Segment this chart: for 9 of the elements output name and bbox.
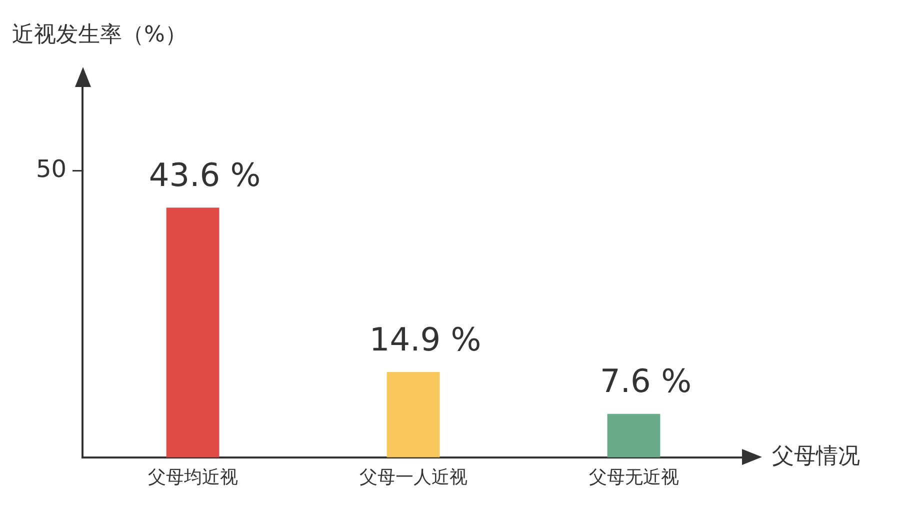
x-tick-label: 父母均近视 <box>148 466 238 488</box>
x-tick-label: 父母无近视 <box>588 466 679 488</box>
x-axis-title: 父母情况 <box>772 444 860 470</box>
data-label: 14.9 % <box>369 320 482 358</box>
y-tick-label: 50 <box>36 155 67 184</box>
x-tick-label: 父母一人近视 <box>359 466 468 488</box>
data-label: 43.6 % <box>148 156 261 194</box>
y-axis-title: 近视发生率（%） <box>12 22 187 48</box>
data-label: 7.6 % <box>600 362 692 400</box>
